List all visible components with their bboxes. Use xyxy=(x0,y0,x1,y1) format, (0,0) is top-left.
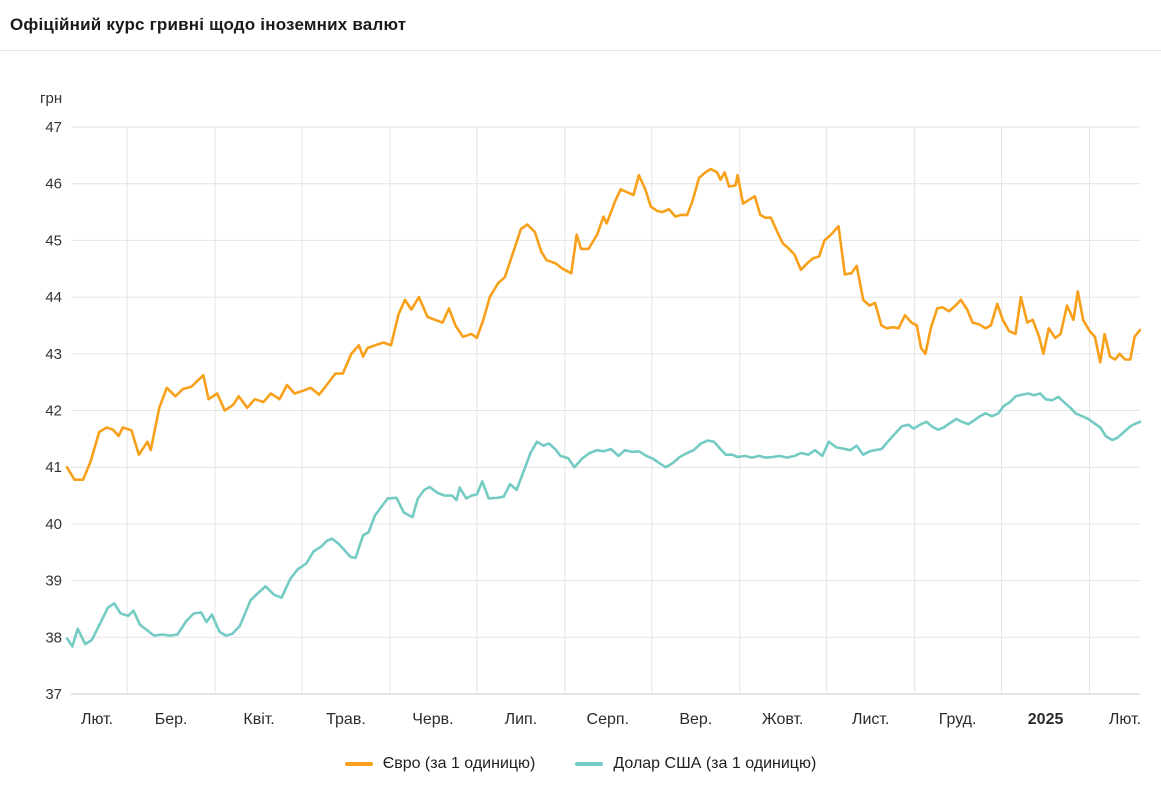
chart-plot-area: 47 46 45 44 43 42 41 40 39 38 37 грн Лют. Бер. Квіт. Тр… xyxy=(40,90,1142,728)
chart-legend: Євро (за 1 одиницю) Долар США (за 1 один… xyxy=(0,739,1161,789)
y-tick-label: 38 xyxy=(45,629,62,646)
y-tick-label: 45 xyxy=(45,232,62,249)
x-tick-label: Серп. xyxy=(587,711,629,728)
usd-line-swatch xyxy=(575,762,604,766)
series-line-usd[interactable] xyxy=(65,392,1142,648)
x-tick-label: Жовт. xyxy=(762,711,804,728)
legend-item-euro[interactable]: Євро (за 1 одиницю) xyxy=(344,755,536,773)
x-tick-label: Груд. xyxy=(939,711,977,728)
x-tick-label: Черв. xyxy=(412,711,453,728)
y-tick-label: 40 xyxy=(45,516,62,533)
legend-label-euro: Євро (за 1 одиницю) xyxy=(382,755,536,772)
page-header: Офіційний курс гривні щодо іноземних вал… xyxy=(0,0,1161,51)
y-tick-label: 37 xyxy=(45,686,62,703)
y-tick-label: 44 xyxy=(45,289,62,306)
y-tick-label: 47 xyxy=(45,119,62,136)
page-title: Офіційний курс гривні щодо іноземних вал… xyxy=(10,15,407,34)
x-tick-label: Бер. xyxy=(155,711,188,728)
x-tick-label: Квіт. xyxy=(243,711,274,728)
legend-label-usd: Долар США (за 1 одиницю) xyxy=(613,755,817,772)
legend-item-usd[interactable]: Долар США (за 1 одиницю) xyxy=(575,755,816,773)
x-tick-label: Лют. xyxy=(81,711,113,728)
euro-line-swatch xyxy=(344,762,373,766)
x-tick-label: Вер. xyxy=(679,711,712,728)
y-tick-label: 42 xyxy=(45,403,62,420)
y-tick-label: 46 xyxy=(45,176,62,193)
x-tick-label: Лист. xyxy=(852,711,889,728)
x-tick-label: Лют. xyxy=(1109,711,1141,728)
y-tick-label: 43 xyxy=(45,346,62,363)
y-tick-label: 39 xyxy=(45,573,62,590)
y-tick-label: 41 xyxy=(45,459,62,476)
series-line-euro[interactable] xyxy=(65,167,1142,482)
x-tick-label: 2025 xyxy=(1028,711,1064,728)
x-tick-label: Трав. xyxy=(326,711,366,728)
x-tick-label: Лип. xyxy=(505,711,538,728)
y-axis-unit-label: грн xyxy=(40,90,62,107)
exchange-rate-chart: 47 46 45 44 43 42 41 40 39 38 37 грн Лют. Бер. Квіт. Тр… xyxy=(0,51,1161,789)
